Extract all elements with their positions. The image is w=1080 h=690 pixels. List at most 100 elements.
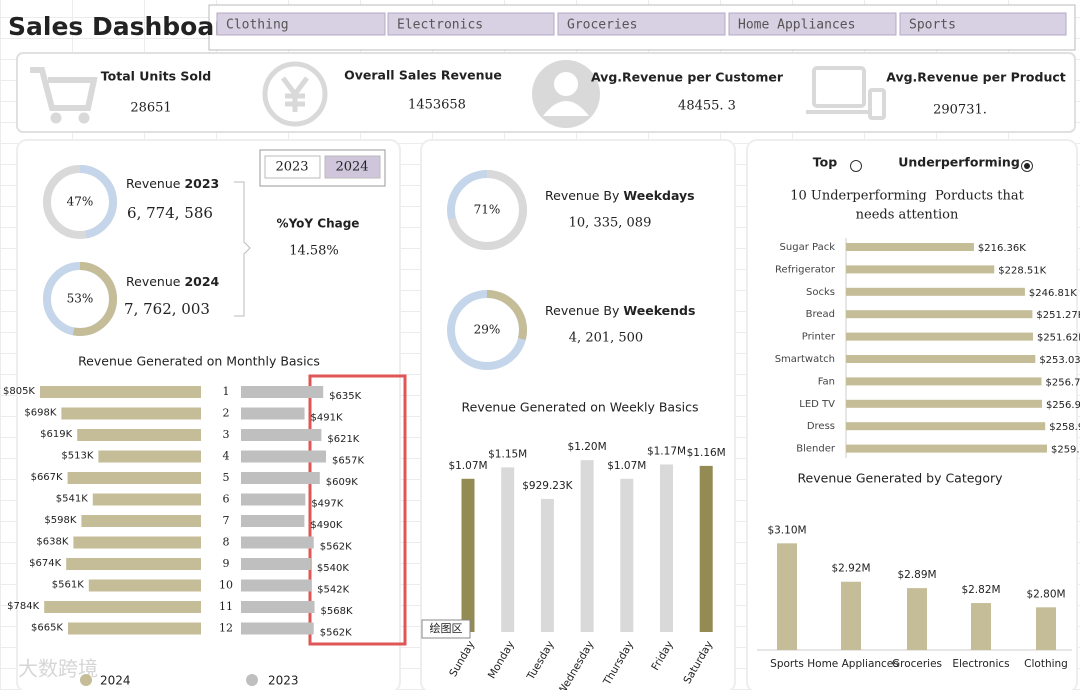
value-label: $619K [40,429,72,440]
tab-label[interactable]: Home Appliances [738,18,855,33]
legend-label: 2024 [100,674,131,688]
person-icon [532,60,600,128]
bar [846,444,1047,453]
tab[interactable] [557,12,726,36]
donut-title: Revenue 2023 [126,176,219,191]
value-label: $784K [7,601,39,612]
bar [88,579,201,592]
radio[interactable] [850,160,862,172]
bar [241,515,305,527]
value-label: $541K [56,494,88,505]
category-label: Smartwatch [775,354,835,365]
value-label: $3.10M [767,524,806,536]
radio-label[interactable]: Top [813,155,837,170]
bar [81,515,201,527]
month-label: 6 [223,493,230,506]
year-button[interactable] [264,155,321,179]
bar [846,377,1042,386]
tab[interactable] [387,12,555,36]
donut-title-bold: Weekdays [623,188,694,203]
month-label: 7 [223,514,230,527]
value-label: $542K [317,585,349,596]
value-label: $2.92M [831,563,870,575]
tooltip: 绘图区 [430,621,463,635]
tab[interactable] [728,12,897,36]
x-tick-label: Clothing [1024,658,1068,670]
tab-label[interactable]: Clothing [226,18,289,33]
value-label: $1.15M [488,448,527,460]
bar [241,622,314,635]
chart-title: Revenue Generated by Category [797,471,1003,486]
value-label: $665K [31,623,63,634]
laptop-icon [806,66,886,120]
donut-amount: 4, 201, 500 [569,331,643,346]
value-label: $562K [320,542,352,553]
month-label: 3 [223,428,230,441]
tab-label[interactable]: Sports [909,18,956,33]
month-label: 9 [223,557,230,570]
value-label: $1.17M [647,445,686,457]
bar [241,450,327,463]
bar [580,460,594,632]
value-label: $540K [317,563,349,574]
kpi-value: 290731. [933,103,987,118]
value-label: $1.20M [568,441,607,453]
kpi-value: 28651 [130,101,171,116]
yen-icon [262,61,328,127]
tab[interactable] [899,12,1067,36]
highlight-box [308,374,407,646]
donut-title: Revenue 2024 [126,274,220,289]
category-label: Fan [818,376,835,387]
value-label: $259.99K [1051,445,1080,456]
donut-amount: 6, 774, 586 [127,204,213,222]
legend-label: 2023 [268,674,299,688]
year-button-label[interactable]: 2023 [275,160,308,175]
chart-title: Revenue Generated on Weekly Basics [462,400,699,415]
bar [846,310,1033,319]
x-tick-label: Home Appliances [807,658,899,670]
bar [77,429,201,441]
donut-arc [43,262,117,336]
donut-label: 29% [474,323,501,337]
month-label: 10 [219,579,233,592]
dashboard-title: Sales Dashboard [8,12,244,41]
value-label: $228.51K [998,265,1046,276]
yoy-value: 14.58% [289,244,339,259]
tab-label[interactable]: Groceries [567,18,637,33]
bar [846,265,995,274]
donut-title-text: Revenue [126,176,181,191]
month-label: 1 [223,385,230,398]
value-label: $698K [24,408,56,419]
value-label: $609K [326,477,358,488]
year-button[interactable] [324,155,381,179]
bar [841,581,861,650]
value-label: $2.80M [1026,588,1065,600]
value-label: $561K [52,580,84,591]
value-label: $638K [36,537,68,548]
bar [971,603,991,650]
revenue-panel [16,139,401,690]
value-label: $1.07M [607,460,646,472]
bar [846,243,974,251]
tab-label[interactable]: Electronics [397,18,483,33]
chart-title: 10 Underperforming Porducts that [790,189,1024,204]
bar [98,450,201,463]
month-label: 12 [219,622,233,635]
tab[interactable] [216,12,386,36]
chart-title: Revenue Generated on Monthly Basics [78,354,320,369]
kpi-label: Total Units Sold [101,69,211,84]
bar [68,622,201,635]
bar [61,407,202,420]
month-label: 2 [223,407,230,420]
radio-dot [1024,163,1030,169]
year-button-label[interactable]: 2024 [335,160,368,175]
bar [660,464,673,632]
kpi-label: Overall Sales Revenue [344,68,502,83]
kpi-value: 1453658 [408,98,466,113]
value-label: $258.94K [1049,422,1080,433]
donut-arc [447,290,527,370]
radio-label[interactable]: Underperforming [898,155,1020,170]
bar [241,407,305,420]
